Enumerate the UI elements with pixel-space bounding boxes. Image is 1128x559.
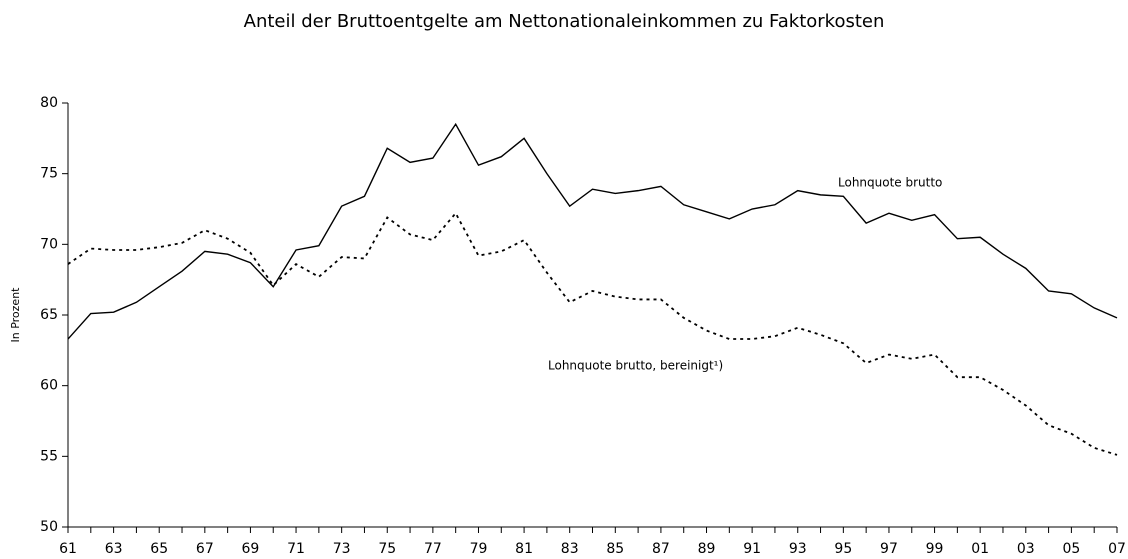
x-tick-label: 61 (59, 541, 77, 557)
y-tick-label: 60 (40, 378, 58, 394)
x-tick-label: 75 (378, 541, 396, 557)
y-tick-label: 80 (40, 95, 58, 111)
x-tick-label: 91 (743, 541, 761, 557)
x-tick-label: 67 (196, 541, 214, 557)
x-tick-label: 69 (242, 541, 260, 557)
series-label: Lohnquote brutto (838, 176, 942, 190)
series-line (67, 122, 1118, 340)
y-tick-label: 55 (40, 448, 58, 464)
x-tick-label: 01 (971, 541, 989, 557)
x-tick-label: 97 (880, 541, 898, 557)
y-axis-label: In Prozent (9, 287, 22, 343)
x-tick-label: 85 (606, 541, 624, 557)
chart-title: Anteil der Bruttoentgelte am Nettonation… (244, 11, 885, 32)
x-tick-label: 89 (698, 541, 716, 557)
x-tick-label: 73 (333, 541, 351, 557)
x-tick-label: 99 (926, 541, 944, 557)
x-tick-label: 83 (561, 541, 579, 557)
x-tick-label: 03 (1017, 541, 1035, 557)
x-tick-label: 05 (1062, 541, 1080, 557)
x-tick-label: 07 (1108, 541, 1126, 557)
y-tick-label: 75 (40, 166, 58, 182)
x-tick-label: 87 (652, 541, 670, 557)
x-tick-label: 71 (287, 541, 305, 557)
y-tick-label: 65 (40, 307, 58, 323)
x-tick-label: 65 (150, 541, 168, 557)
x-tick-label: 63 (105, 541, 123, 557)
series-line (67, 211, 1118, 456)
series-label: Lohnquote brutto, bereinigt¹) (548, 359, 723, 373)
x-tick-label: 79 (470, 541, 488, 557)
x-tick-label: 95 (834, 541, 852, 557)
y-tick-label: 50 (40, 519, 58, 535)
y-tick-label: 70 (40, 236, 58, 252)
x-tick-label: 77 (424, 541, 442, 557)
x-tick-label: 81 (515, 541, 533, 557)
x-tick-label: 93 (789, 541, 807, 557)
